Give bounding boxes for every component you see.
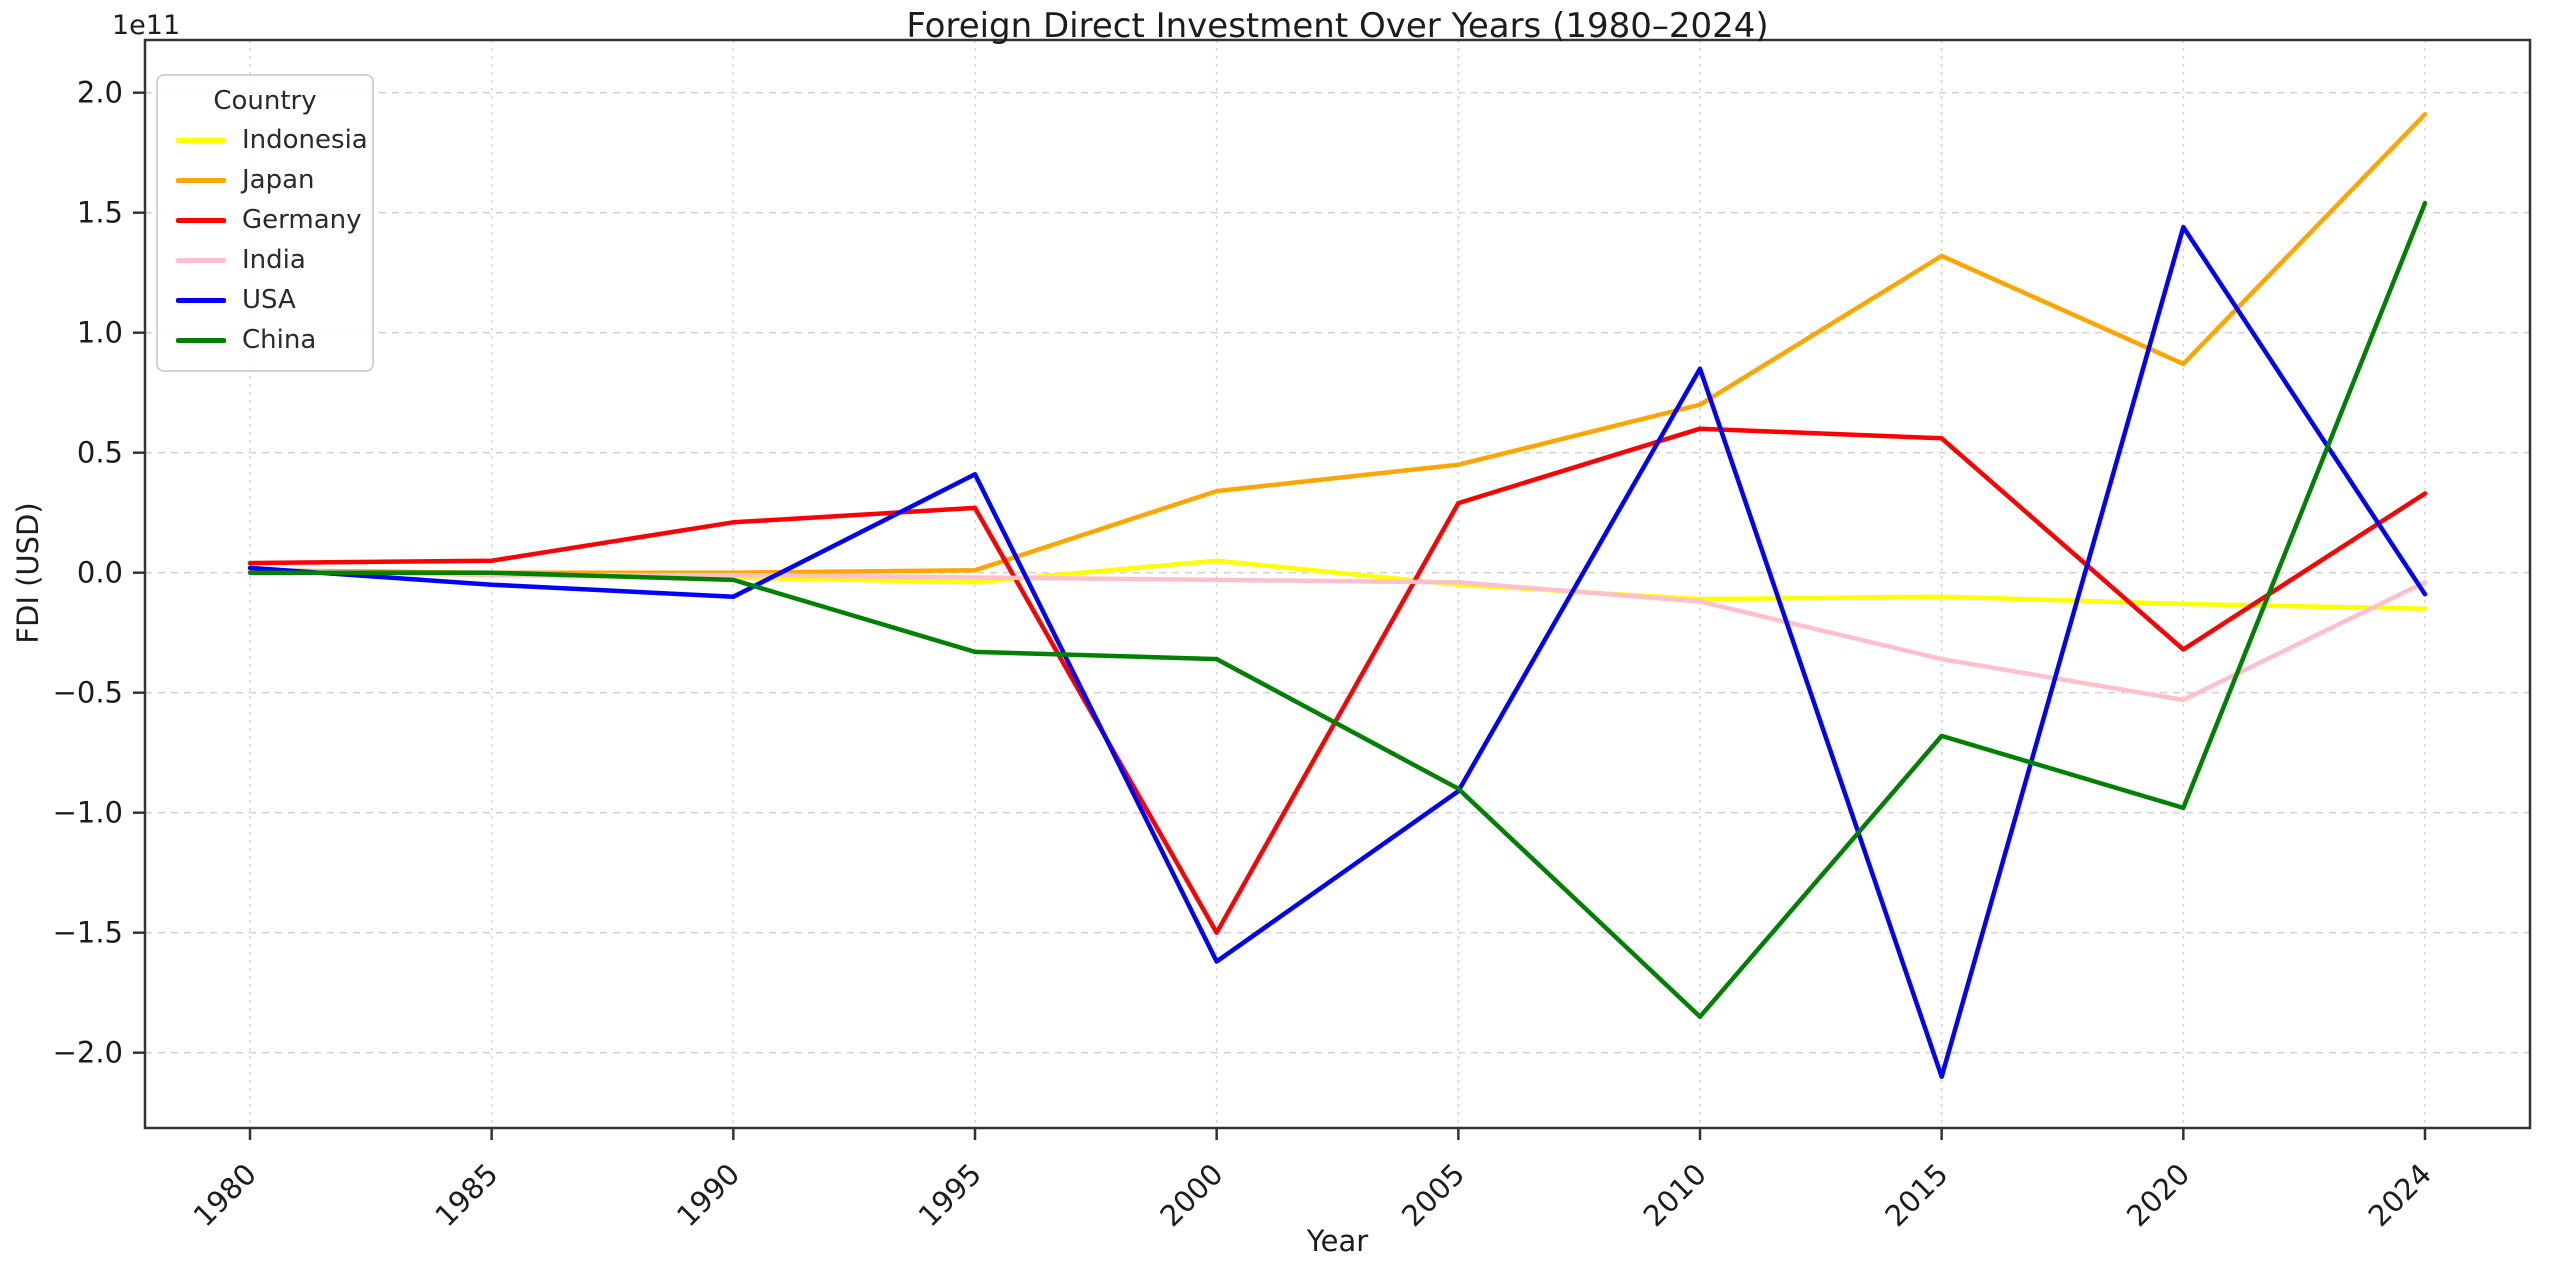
x-tick-label: 2005: [1395, 1157, 1471, 1233]
y-tick-label: 2.0: [77, 76, 123, 110]
y-tick-label: −1.5: [53, 916, 123, 950]
legend-item-indonesia: Indonesia: [158, 120, 372, 160]
y-axis-offset-text: 1e11: [112, 10, 181, 41]
legend-swatch-icon: [176, 297, 226, 303]
legend-swatch-icon: [176, 217, 226, 223]
series-line-germany: [247, 426, 2428, 935]
y-axis-label: FDI (USD): [11, 502, 45, 644]
legend-item-japan: Japan: [158, 160, 372, 200]
x-tick-label: 1990: [670, 1157, 746, 1233]
x-tick-label: 1995: [912, 1157, 988, 1233]
series-line-indonesia: [247, 558, 2428, 611]
axes-spines: [143, 38, 2532, 1130]
y-tick-label: 1.5: [77, 196, 123, 230]
y-tick-label: 1.0: [77, 316, 123, 350]
x-tick-label: 2024: [2362, 1157, 2438, 1233]
y-tick-label: −0.5: [53, 676, 123, 710]
legend-label: China: [242, 325, 317, 355]
chart-title: Foreign Direct Investment Over Years (19…: [906, 6, 1769, 46]
x-tick-label: 2020: [2120, 1157, 2196, 1233]
legend-swatch-icon: [176, 257, 226, 263]
x-tick-label: 2010: [1637, 1157, 1713, 1233]
y-tick-label: −1.0: [53, 796, 123, 830]
legend-label: Germany: [242, 205, 362, 235]
x-tick-label: 1985: [428, 1157, 504, 1233]
legend-item-india: India: [158, 240, 372, 280]
series-line-usa: [247, 224, 2428, 1079]
legend-swatch-icon: [176, 137, 226, 143]
x-axis-label: Year: [1306, 1224, 1369, 1258]
y-tick-label: 0.0: [77, 556, 123, 590]
legend-title: Country: [213, 86, 317, 116]
legend-item-germany: Germany: [158, 200, 372, 240]
x-tick-label: 2015: [1878, 1157, 1954, 1233]
y-tick-label: 0.5: [77, 436, 123, 470]
x-tick-label: 2000: [1153, 1157, 1229, 1233]
legend-swatch-icon: [176, 337, 226, 343]
legend-label: Japan: [242, 165, 315, 195]
series-line-japan: [247, 112, 2428, 575]
legend-label: Indonesia: [242, 125, 368, 155]
legend-item-usa: USA: [158, 280, 372, 320]
y-tick-label: −2.0: [53, 1036, 123, 1070]
legend-items: Indonesia Japan Germany India USA China: [158, 120, 372, 360]
x-tick-label: 1980: [187, 1157, 263, 1233]
legend-label: USA: [242, 285, 296, 315]
series-line-china: [247, 200, 2428, 1019]
legend: Country Indonesia Japan Germany India USA Chi…: [156, 74, 374, 372]
legend-swatch-icon: [176, 177, 226, 183]
legend-item-china: China: [158, 320, 372, 360]
legend-label: India: [242, 245, 306, 275]
